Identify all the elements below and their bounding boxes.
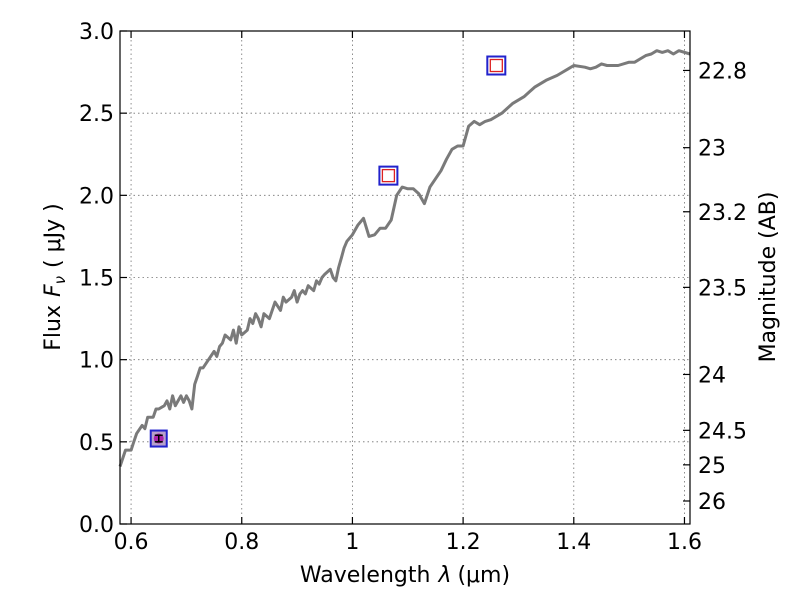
- x-tick-label: 1: [345, 530, 359, 555]
- x-tick-label: 0.8: [224, 530, 259, 555]
- photometry-point-inner: [381, 168, 396, 183]
- y2-tick-label: 24: [698, 363, 726, 388]
- y2-tick-label: 23: [698, 137, 726, 162]
- y2-tick-label: 23.5: [698, 276, 747, 301]
- y2-axis-label: Magnitude (AB): [756, 192, 781, 363]
- photometry-point-inner: [489, 58, 503, 73]
- y-axis-label-subscript: ν: [51, 276, 69, 284]
- x-tick-label: 1.6: [667, 530, 702, 555]
- y-axis-label-symbol: F: [41, 284, 66, 297]
- y2-tick-label: 22.8: [698, 59, 747, 84]
- sed-model-line: [118, 49, 691, 467]
- x-axis-label-pre: Wavelength: [300, 563, 431, 588]
- y2-tick-label: 24.5: [698, 419, 747, 444]
- photometry-point: [378, 165, 399, 186]
- y-tick-label: 2.0: [79, 184, 114, 209]
- y-tick-label: 1.5: [79, 267, 114, 292]
- y-tick-label: 2.5: [79, 102, 114, 127]
- grid-layer: [120, 30, 690, 525]
- y-tick-label: 1.0: [79, 349, 114, 374]
- ticks-layer: 0.6 0.8 1 1.2 1.4 1.6 0.0 0.5 1.0 1.5 2.0 2.5 3.0 22.…: [79, 20, 747, 555]
- series-layer: [118, 49, 691, 467]
- x-tick-label: 1.2: [446, 530, 481, 555]
- y-tick-label: 3.0: [79, 20, 114, 45]
- y-axis-label-unit: ( μJy ): [41, 203, 66, 268]
- x-tick-label: 1.4: [556, 530, 591, 555]
- x-tick-label: 0.6: [114, 530, 149, 555]
- y-tick-label: 0.5: [79, 431, 114, 456]
- photometry-point: [486, 55, 507, 76]
- x-axis-label: Wavelength λ (μm): [300, 563, 510, 588]
- y2-tick-label: 25: [698, 454, 726, 479]
- y-axis-label-pre: Flux: [41, 305, 66, 351]
- y-tick-label: 0.0: [79, 513, 114, 538]
- x-axis-label-symbol: λ: [437, 563, 451, 588]
- y2-tick-label: 26: [698, 490, 726, 515]
- y2-tick-label: 23.2: [698, 201, 747, 226]
- y-axis-label: Flux Fν ( μJy ): [41, 203, 69, 350]
- x-axis-label-unit: (μm): [457, 563, 510, 588]
